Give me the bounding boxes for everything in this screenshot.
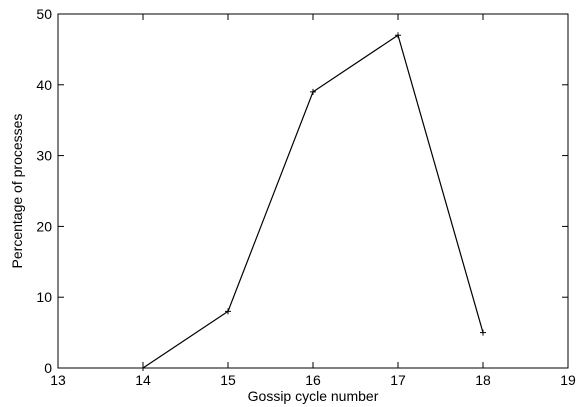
data-point-marker xyxy=(225,308,231,315)
x-tick-label: 19 xyxy=(560,372,576,388)
x-axis-ticks: 13 14 15 16 17 18 19 xyxy=(50,14,576,388)
x-axis-label: Gossip cycle number xyxy=(248,388,379,404)
x-tick-label: 13 xyxy=(50,372,66,388)
data-series xyxy=(140,32,486,371)
data-point-marker xyxy=(395,32,401,39)
x-tick-label: 17 xyxy=(390,372,406,388)
y-tick-label: 50 xyxy=(36,6,52,22)
data-point-marker xyxy=(140,365,146,371)
y-axis-label: Percentage of processes xyxy=(9,114,25,269)
x-tick-label: 16 xyxy=(305,372,321,388)
data-point-marker xyxy=(310,88,316,95)
x-tick-label: 14 xyxy=(135,372,151,388)
x-tick-label: 18 xyxy=(475,372,491,388)
y-tick-label: 20 xyxy=(36,218,52,234)
y-axis-ticks: 0 10 20 30 40 50 xyxy=(36,6,568,376)
data-point-marker xyxy=(480,329,486,336)
y-tick-label: 10 xyxy=(36,289,52,305)
y-tick-label: 30 xyxy=(36,148,52,164)
y-tick-label: 40 xyxy=(36,77,52,93)
x-tick-label: 15 xyxy=(220,372,236,388)
y-tick-label: 0 xyxy=(44,360,52,376)
series-line xyxy=(142,34,484,369)
plot-frame xyxy=(57,13,569,369)
